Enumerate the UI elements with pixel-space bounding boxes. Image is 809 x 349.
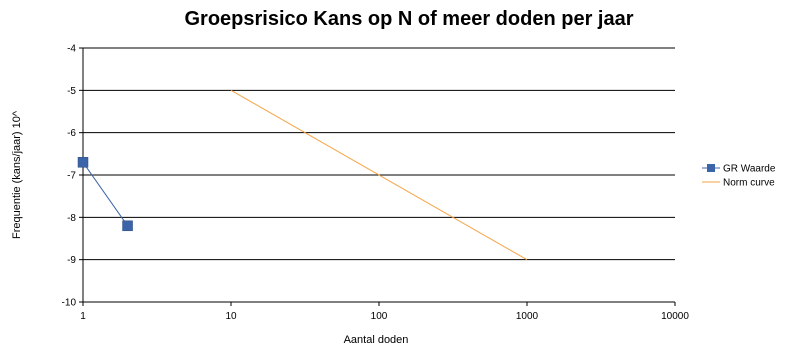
grid: [83, 47, 675, 261]
series-line-2: [230, 89, 528, 261]
x-tick-label: 10000: [661, 311, 689, 322]
y-tick-label: -7: [67, 171, 76, 182]
legend: GR Waarde Norm curve: [696, 158, 806, 196]
x-tick-label: 1000: [516, 311, 539, 322]
series-line-1: [82, 162, 129, 227]
legend-label-1: GR Waarde: [723, 164, 776, 175]
y-tick-label: -6: [67, 128, 76, 139]
y-tick-label: -10: [62, 298, 77, 309]
series: [77, 89, 528, 261]
axes: [79, 47, 676, 306]
y-tick-label: -8: [67, 213, 76, 224]
x-tick-label: 10: [225, 311, 237, 322]
data-point: [122, 220, 133, 232]
legend-marker: [707, 164, 715, 172]
y-tick-label: -5: [67, 86, 76, 97]
x-tick-label: 1: [80, 311, 86, 322]
x-tick-labels: 1 10 100 1000 10000: [80, 311, 689, 322]
legend-label-2: Norm curve: [723, 178, 775, 189]
y-tick-label: -9: [67, 255, 76, 266]
x-tick-label: 100: [371, 311, 388, 322]
chart-title: Groepsrisico Kans op N of meer doden per…: [184, 8, 633, 30]
y-tick-labels: -4 -5 -6 -7 -8 -9 -10: [62, 44, 77, 309]
y-axis-label: Frequentie (kans/jaar) 10^: [11, 110, 23, 239]
y-tick-label: -4: [67, 44, 76, 55]
data-point: [77, 157, 89, 168]
x-axis-label: Aantal doden: [344, 334, 409, 346]
